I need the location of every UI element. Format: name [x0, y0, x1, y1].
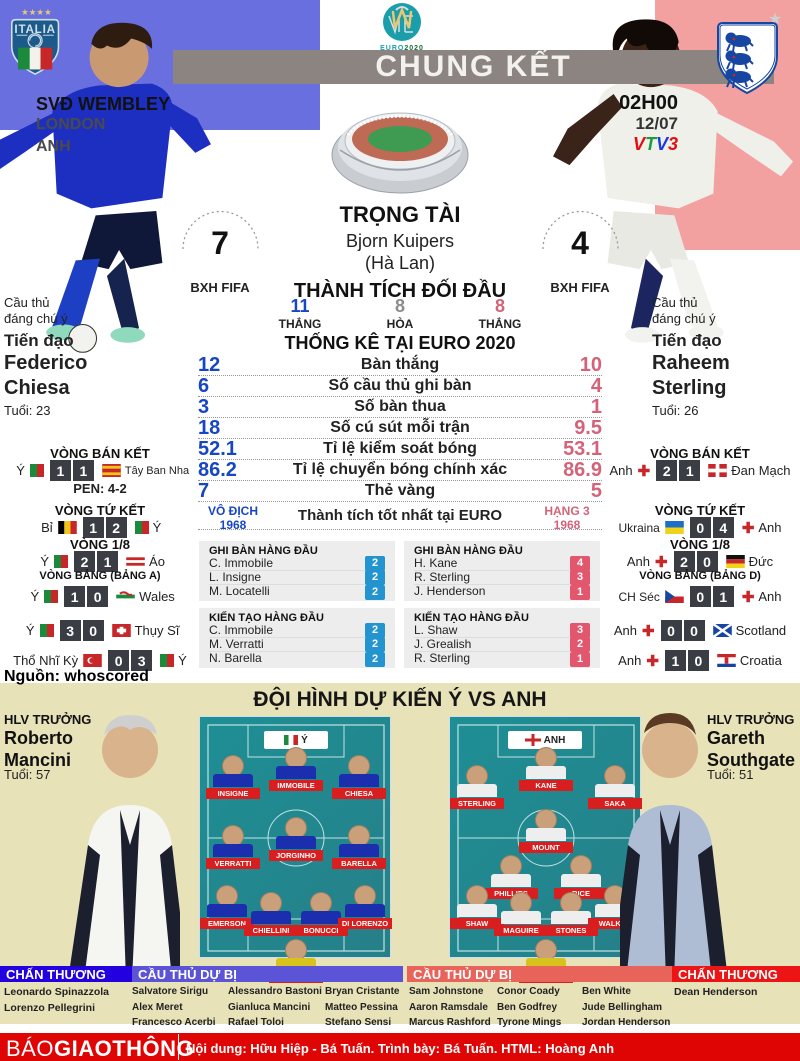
svg-text:★★★★: ★★★★ [21, 7, 52, 17]
